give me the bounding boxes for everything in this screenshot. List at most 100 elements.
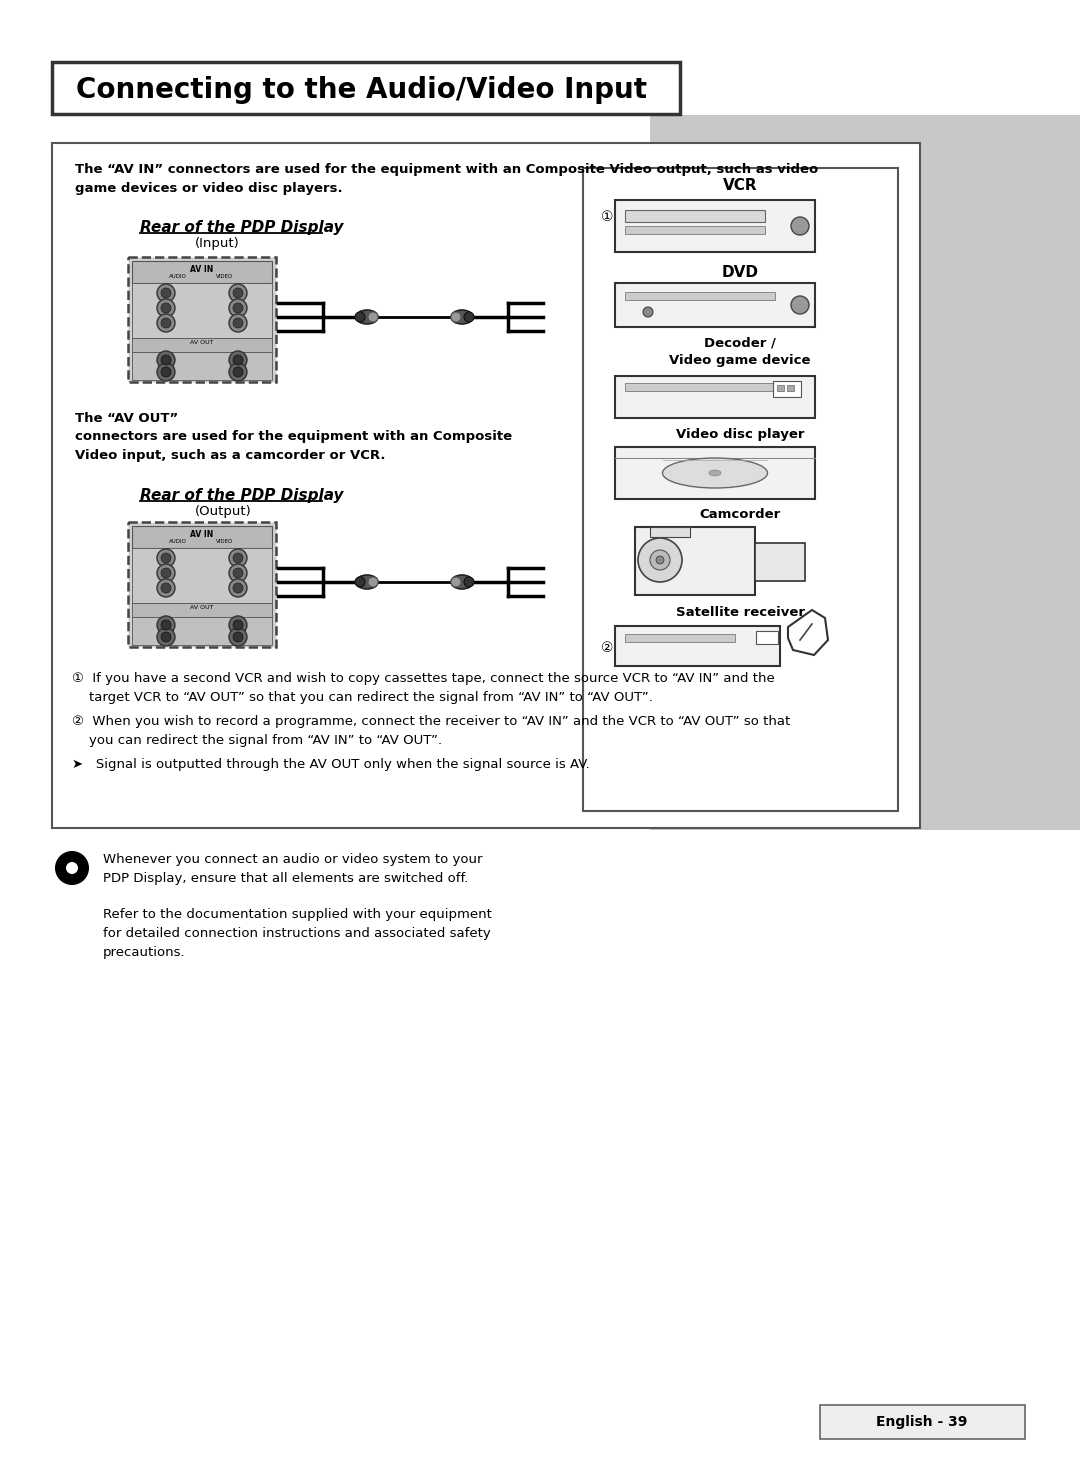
Circle shape [161,620,171,630]
Circle shape [355,312,365,323]
Bar [0,829,1080,1473]
Bar [132,526,272,548]
Ellipse shape [708,470,721,476]
Circle shape [161,289,171,298]
Circle shape [229,616,247,633]
Bar [52,62,680,113]
Ellipse shape [368,577,378,588]
Bar [820,1405,1025,1439]
Bar [132,337,272,352]
Bar [755,544,805,580]
Text: ①: ① [600,211,613,224]
Bar [132,352,272,380]
Ellipse shape [662,458,768,488]
Circle shape [229,579,247,597]
Circle shape [650,549,670,570]
Circle shape [229,314,247,331]
Circle shape [638,538,681,582]
Text: English - 39: English - 39 [876,1416,968,1429]
Text: ➤   Signal is outputted through the AV OUT only when the signal source is AV.: ➤ Signal is outputted through the AV OUT… [72,759,590,770]
Text: ②  When you wish to record a programme, connect the receiver to “AV IN” and the : ② When you wish to record a programme, c… [72,714,791,747]
Text: Video disc player: Video disc player [676,429,805,440]
Bar [625,225,765,234]
Text: ②: ② [600,641,613,655]
Text: DVD: DVD [721,265,758,280]
Circle shape [161,552,171,563]
Circle shape [643,306,653,317]
Bar [625,383,775,390]
Circle shape [161,632,171,642]
Circle shape [791,217,809,236]
Text: The “AV IN” connectors are used for the equipment with an Composite Video output: The “AV IN” connectors are used for the … [75,164,819,194]
Circle shape [233,318,243,328]
Circle shape [233,569,243,577]
Ellipse shape [356,309,378,324]
Bar [615,626,780,666]
Circle shape [157,351,175,370]
Circle shape [233,552,243,563]
Text: Whenever you connect an audio or video system to your
PDP Display, ensure that a: Whenever you connect an audio or video s… [103,853,483,885]
Text: Decoder /
Video game device: Decoder / Video game device [670,337,811,367]
Text: VIDEO: VIDEO [216,274,233,278]
Bar [132,261,272,283]
Text: AUDIO: AUDIO [170,274,187,278]
Text: Rear of the PDP Display: Rear of the PDP Display [140,488,343,502]
Text: AV OUT: AV OUT [190,340,214,345]
Circle shape [161,318,171,328]
Ellipse shape [356,574,378,589]
Text: The “AV OUT”: The “AV OUT” [75,412,178,426]
Circle shape [55,851,89,885]
Bar [615,283,815,327]
Circle shape [157,564,175,582]
Circle shape [229,549,247,567]
Circle shape [157,284,175,302]
Circle shape [233,632,243,642]
Bar [0,0,1080,115]
Text: (Output): (Output) [195,505,252,518]
Circle shape [157,362,175,382]
Circle shape [229,351,247,370]
Text: AV OUT: AV OUT [190,605,214,610]
Bar [625,292,775,300]
Bar [615,200,815,252]
Bar [0,0,650,1473]
Text: (Input): (Input) [195,237,240,250]
Bar [132,548,272,602]
Circle shape [656,555,664,564]
Circle shape [157,299,175,317]
Bar [129,521,276,647]
Bar [773,382,801,398]
Circle shape [229,284,247,302]
Bar [615,376,815,418]
Circle shape [161,367,171,377]
Bar [52,143,920,828]
Ellipse shape [451,574,473,589]
Ellipse shape [451,309,473,324]
Circle shape [233,289,243,298]
Text: Rear of the PDP Display: Rear of the PDP Display [140,219,343,236]
Circle shape [229,299,247,317]
Text: AUDIO: AUDIO [170,539,187,544]
Bar [132,617,272,645]
Circle shape [161,303,171,312]
Circle shape [229,362,247,382]
Bar [129,256,276,382]
Text: ①  If you have a second VCR and wish to copy cassettes tape, connect the source : ① If you have a second VCR and wish to c… [72,672,774,704]
Ellipse shape [451,312,461,323]
Circle shape [355,577,365,588]
Text: Satellite receiver: Satellite receiver [675,605,805,619]
Circle shape [791,296,809,314]
Circle shape [66,862,78,873]
Circle shape [464,577,474,588]
Bar [615,446,815,499]
Ellipse shape [368,312,378,323]
Bar [777,384,784,390]
Circle shape [229,564,247,582]
Circle shape [157,314,175,331]
Text: VCR: VCR [723,178,757,193]
Circle shape [157,579,175,597]
Bar [635,527,755,595]
Bar [787,384,794,390]
Circle shape [157,627,175,647]
Circle shape [233,583,243,594]
